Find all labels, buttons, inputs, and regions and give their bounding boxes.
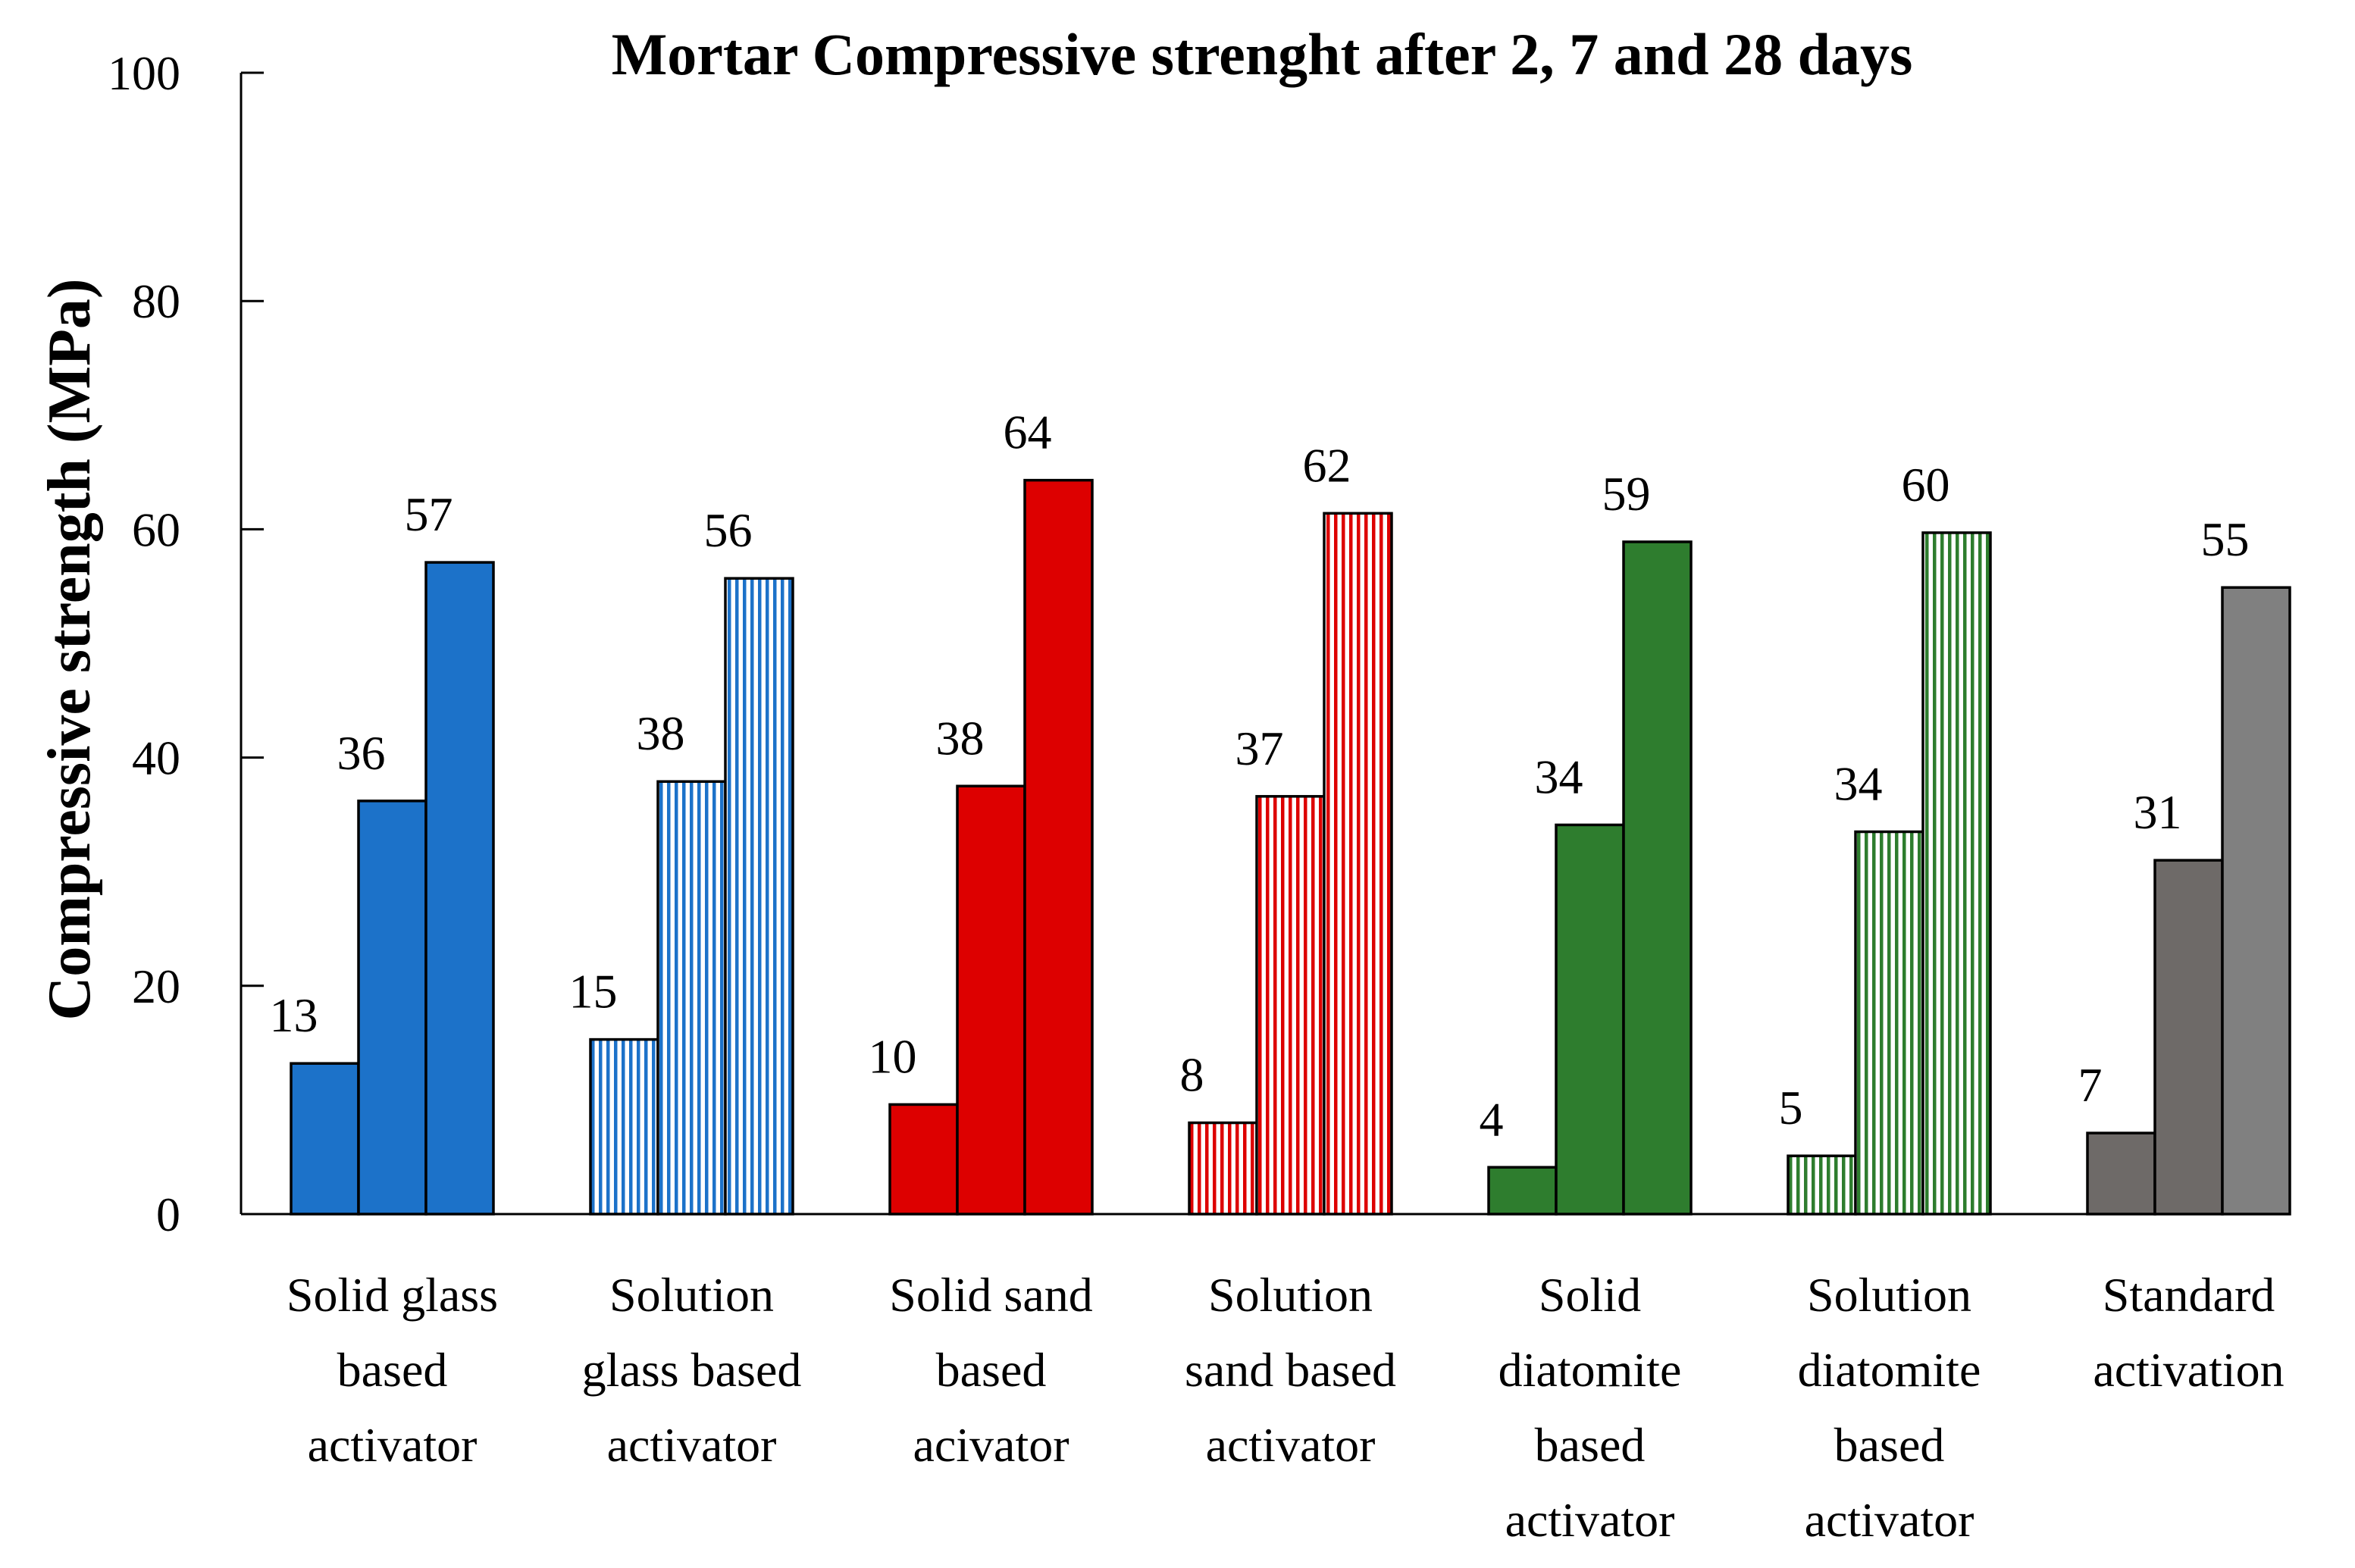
bar-value-label: 64: [1004, 405, 1052, 459]
bar: [2221, 586, 2291, 1216]
category-labels-layer: Solid glass based activator Solution glass b…: [287, 1268, 2285, 1547]
category-label: Standard activation: [2093, 1268, 2284, 1397]
bar: [1921, 531, 1992, 1216]
bar: [1787, 1154, 1857, 1216]
chart-title: Mortar Compressive strenght after 2, 7 a…: [612, 21, 1913, 87]
bar-value-label: 4: [1480, 1092, 1504, 1146]
y-tick-label: 60: [132, 502, 180, 556]
bar: [1622, 540, 1693, 1216]
bar-group: [888, 478, 1094, 1216]
bar-value-label: 34: [1535, 750, 1583, 803]
bars-layer: [290, 478, 2291, 1216]
bar: [888, 1103, 959, 1216]
bar-value-label: 60: [1902, 458, 1950, 512]
bar-value-label: 8: [1180, 1048, 1204, 1102]
bar: [1555, 823, 1625, 1216]
bar-value-label: 38: [637, 706, 685, 760]
bar-value-label: 34: [1834, 756, 1883, 810]
bar-group: [1487, 540, 1693, 1216]
category-label: Solution diatomite based activator: [1798, 1268, 1981, 1547]
category-label-line: activator: [1805, 1493, 1975, 1547]
bar: [1255, 795, 1326, 1216]
bar-value-label: 7: [2078, 1058, 2103, 1112]
category-label-line: Solid sand: [889, 1268, 1092, 1322]
bar-value-label: 15: [569, 965, 618, 1019]
category-label-line: Solid glass: [287, 1268, 498, 1322]
bar: [2153, 859, 2224, 1216]
category-label-line: sand based: [1185, 1343, 1396, 1397]
bar-group: [1188, 512, 1393, 1216]
axes: 0 20 40 60 80 100: [108, 46, 2270, 1241]
bar-group: [1787, 531, 1992, 1216]
category-label-line: activator: [1206, 1418, 1376, 1472]
bar-value-label: 31: [2134, 785, 2182, 839]
bar-value-label: 13: [270, 988, 318, 1042]
bar-value-label: 37: [1235, 721, 1284, 775]
category-label-line: Solution: [1208, 1268, 1373, 1322]
y-tick-label: 40: [132, 731, 180, 785]
y-tick-label: 80: [132, 274, 180, 328]
category-label-line: activator: [607, 1418, 777, 1472]
bar-value-label: 38: [936, 711, 985, 765]
bar-value-label: 59: [1602, 467, 1651, 521]
bar: [424, 561, 495, 1216]
y-tick-label: 20: [132, 959, 180, 1013]
bar-value-label: 10: [869, 1029, 917, 1083]
bar-value-label: 5: [1779, 1081, 1803, 1135]
bar: [1188, 1121, 1258, 1216]
category-label-line: based: [1834, 1418, 1945, 1472]
bar-value-label: 56: [704, 503, 753, 557]
category-label-line: diatomite: [1498, 1343, 1682, 1397]
bar: [357, 800, 427, 1216]
category-label-line: glass based: [582, 1343, 802, 1397]
bar: [1323, 512, 1393, 1216]
category-label-line: Solution: [1807, 1268, 1971, 1322]
bar-value-label: 57: [405, 487, 453, 541]
category-label-line: diatomite: [1798, 1343, 1981, 1397]
category-label-line: activator: [1505, 1493, 1675, 1547]
category-label-line: activation: [2093, 1343, 2284, 1397]
y-tick-label: 100: [108, 46, 180, 100]
category-label-line: acivator: [913, 1418, 1069, 1472]
bar: [1854, 830, 1924, 1216]
category-label-line: based: [936, 1343, 1047, 1397]
category-label-line: activator: [308, 1418, 478, 1472]
bar: [290, 1062, 360, 1216]
category-label: Solid sand based acivator: [889, 1268, 1092, 1472]
category-label-line: Solution: [609, 1268, 774, 1322]
bar: [589, 1038, 659, 1216]
bar: [724, 577, 794, 1216]
category-label: Solution sand based activator: [1185, 1268, 1396, 1472]
category-label: Solid glass based activator: [287, 1268, 498, 1472]
bar: [1023, 478, 1094, 1216]
category-label: Solid diatomite based activator: [1498, 1268, 1682, 1547]
bar: [656, 780, 727, 1216]
bar-group: [2086, 586, 2291, 1216]
category-label-line: Solid: [1539, 1268, 1641, 1322]
category-label: Solution glass based activator: [582, 1268, 802, 1472]
bar-value-label: 62: [1303, 438, 1351, 492]
y-axis-label: Compressive strength (MPa): [36, 278, 103, 1020]
bar: [1487, 1166, 1558, 1216]
bar: [956, 784, 1026, 1216]
category-label-line: Standard: [2103, 1268, 2275, 1322]
category-label-line: based: [1535, 1418, 1646, 1472]
category-label-line: based: [337, 1343, 448, 1397]
value-labels-layer: 13 36 57 15 38 56 10 38 64 8 37 62 4 34 59 5 34 60 7 31 55: [270, 405, 2250, 1147]
bar-value-label: 36: [337, 726, 386, 780]
bar-group: [290, 561, 495, 1216]
y-tick-label: 0: [156, 1188, 180, 1241]
bar-value-label: 55: [2201, 512, 2250, 566]
bar-group: [589, 577, 794, 1216]
bar: [2086, 1131, 2156, 1216]
